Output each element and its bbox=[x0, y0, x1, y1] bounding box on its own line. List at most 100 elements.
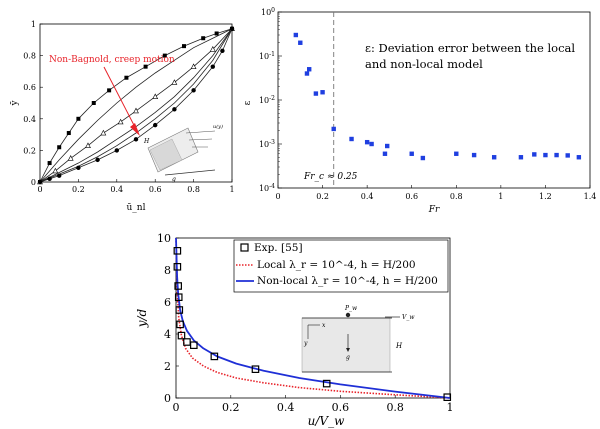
experiment-point bbox=[251, 365, 260, 374]
legend-label-local: Local λ_r = 10^-4, h = H/200 bbox=[257, 259, 416, 271]
x-tick-label: 0 bbox=[37, 185, 42, 194]
error-point bbox=[364, 139, 370, 145]
error-point bbox=[298, 40, 303, 45]
inset-h-label: H bbox=[395, 342, 403, 350]
inset-grain-region bbox=[149, 138, 183, 171]
y-tick-label: 4 bbox=[164, 328, 171, 341]
x-tick-label: 1.2 bbox=[539, 192, 552, 201]
circle-point bbox=[95, 157, 100, 163]
y-axis-label: ε bbox=[243, 100, 253, 105]
error-point bbox=[304, 71, 310, 76]
experiment-point bbox=[174, 282, 182, 290]
y-tick-label: 0.4 bbox=[23, 115, 36, 124]
inset-y-label: y bbox=[303, 340, 308, 347]
couette-inset: P_w x y V_w g H bbox=[301, 305, 415, 373]
error-point bbox=[331, 126, 336, 132]
creep-annotation: Non-Bagnold, creep motion bbox=[49, 55, 175, 65]
x-tick-label: 1 bbox=[498, 192, 503, 201]
profile-line-5 bbox=[39, 28, 233, 183]
experiment-point bbox=[175, 306, 184, 314]
error-point bbox=[307, 67, 312, 72]
legend-box bbox=[233, 239, 449, 293]
inset-base-line bbox=[164, 169, 216, 176]
nonlocal-model-line bbox=[175, 237, 451, 399]
error-point bbox=[576, 155, 582, 160]
experiment-point bbox=[176, 320, 184, 329]
creep-arrow bbox=[103, 66, 139, 134]
error-point bbox=[543, 152, 548, 158]
inset-g-label: g bbox=[346, 354, 350, 361]
inset-h-label: H bbox=[143, 138, 150, 145]
x-tick-label: 1.4 bbox=[584, 192, 597, 201]
circle-point bbox=[191, 88, 196, 93]
x-tick-label: 0.6 bbox=[332, 401, 350, 414]
triangle-point bbox=[100, 129, 107, 136]
error-point bbox=[385, 143, 390, 149]
local-model-line bbox=[175, 237, 451, 399]
square-point bbox=[66, 131, 71, 136]
circle-point bbox=[133, 137, 139, 142]
inset-x-label: x bbox=[322, 322, 326, 329]
x-tick-label: 0.2 bbox=[72, 185, 85, 194]
x-tick-label: 0 bbox=[173, 401, 180, 414]
x-tick-label: 0.4 bbox=[110, 185, 123, 194]
circle-point bbox=[47, 176, 52, 182]
y-tick-label: 1 bbox=[31, 20, 36, 29]
circle-point bbox=[153, 122, 158, 128]
inset-u-label: u(y) bbox=[213, 123, 223, 130]
error-point bbox=[313, 91, 319, 96]
y-tick-label: 100 bbox=[261, 7, 275, 17]
error-point bbox=[320, 90, 325, 95]
square-point bbox=[182, 44, 186, 49]
square-point bbox=[91, 101, 96, 105]
triangle-point bbox=[117, 118, 124, 125]
experiment-point bbox=[173, 247, 182, 255]
experiment-point bbox=[174, 293, 183, 302]
y-axis-label: y/d bbox=[135, 308, 149, 328]
experiment-point bbox=[190, 341, 198, 350]
square-point bbox=[162, 53, 167, 58]
deviation-error-chart: 0 0.2 0.4 0.6 0.8 1 1.2 1.410010-110-210-310-4 … bbox=[243, 7, 597, 215]
critical-froude-label: Fr_c ≈ 0.25 bbox=[303, 172, 358, 182]
experiment-point bbox=[173, 262, 182, 271]
x-tick-label: 0.8 bbox=[187, 185, 200, 194]
triangle-point bbox=[152, 93, 159, 99]
x-tick-label: 0.2 bbox=[316, 192, 329, 201]
y-tick-label: 2 bbox=[164, 360, 171, 373]
square-point bbox=[47, 161, 52, 166]
shear-cell-inset: H g u(y) bbox=[143, 123, 223, 183]
y-tick-label: 6 bbox=[164, 296, 171, 309]
x-tick-label: 0.8 bbox=[450, 192, 463, 201]
triangle-point bbox=[85, 142, 91, 148]
y-tick-label: 0 bbox=[164, 392, 171, 405]
y-tick-label: 0.6 bbox=[23, 83, 36, 92]
triangle-point bbox=[133, 107, 139, 114]
y-tick-label: 10-4 bbox=[259, 183, 275, 193]
error-point bbox=[518, 155, 524, 160]
inset-vw-label: V_w bbox=[402, 314, 415, 321]
error-point bbox=[491, 155, 497, 160]
square-point bbox=[201, 36, 206, 41]
inset-profile-1 bbox=[185, 130, 216, 134]
deviation-annotation: ε: Deviation error between the local and… bbox=[365, 41, 576, 71]
x-axis-label: Fr bbox=[428, 205, 440, 215]
square-point bbox=[57, 145, 62, 150]
error-point bbox=[293, 32, 299, 38]
legend-marker-exp bbox=[240, 243, 249, 252]
error-point bbox=[471, 152, 477, 158]
triangle-point bbox=[209, 46, 216, 52]
y-tick-label: 10 bbox=[157, 232, 171, 245]
y-tick-label: 10-2 bbox=[259, 95, 275, 105]
plot-frame bbox=[277, 11, 591, 189]
error-point bbox=[532, 152, 537, 157]
experiment-point bbox=[177, 331, 186, 340]
y-tick-label: 0.2 bbox=[23, 146, 36, 155]
x-tick-label: 0.6 bbox=[149, 185, 162, 194]
profile-line-1 bbox=[39, 28, 233, 183]
plot-frame bbox=[39, 23, 233, 183]
circle-point bbox=[114, 148, 120, 153]
x-tick-label: 0 bbox=[275, 192, 280, 201]
legend-label-nonlocal: Non-local λ_r = 10^-4, h = H/200 bbox=[257, 275, 438, 287]
x-axis-label: ū_nl bbox=[127, 203, 146, 213]
triangle-point bbox=[67, 155, 74, 161]
